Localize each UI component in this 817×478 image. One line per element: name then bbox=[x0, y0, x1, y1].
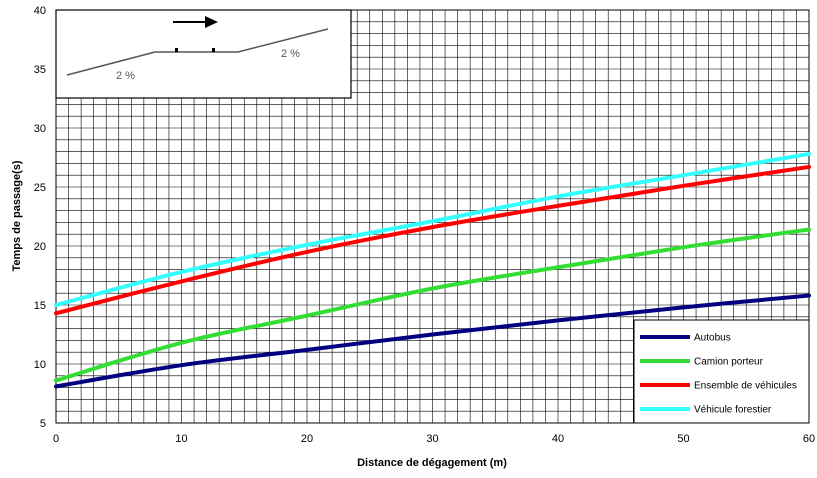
y-tick-label: 20 bbox=[34, 241, 46, 253]
series-layer bbox=[54, 151, 811, 389]
y-tick-label: 30 bbox=[34, 123, 46, 135]
series-line-1 bbox=[54, 293, 811, 389]
legend-items: Autobus Camion porteur Ensemble de véhicul… bbox=[640, 333, 797, 416]
legend: Autobus Camion porteur Ensemble de véhicul… bbox=[633, 319, 810, 424]
x-tick-label: 40 bbox=[552, 433, 564, 445]
series-line-2 bbox=[54, 227, 811, 383]
y-tick-label: 10 bbox=[34, 359, 46, 371]
y-tick-label: 25 bbox=[34, 182, 46, 194]
inset-left-grade: 2 % bbox=[116, 70, 135, 82]
road-profile-line bbox=[66, 28, 329, 76]
inset-box bbox=[55, 9, 352, 99]
x-tick-labels: 0 10 20 30 40 50 60 bbox=[53, 433, 815, 445]
legend-label: Autobus bbox=[694, 333, 731, 344]
series-line-3 bbox=[54, 164, 811, 316]
x-tick-label: 20 bbox=[301, 433, 313, 445]
legend-label: Ensemble de véhicules bbox=[694, 381, 797, 392]
x-tick-label: 60 bbox=[803, 433, 815, 445]
legend-label: Camion porteur bbox=[694, 357, 764, 368]
road-marker-2 bbox=[212, 48, 215, 52]
x-tick-label: 10 bbox=[175, 433, 187, 445]
x-tick-label: 30 bbox=[426, 433, 438, 445]
direction-arrow-icon bbox=[205, 16, 218, 28]
legend-label: Véhicule forestier bbox=[694, 405, 772, 416]
x-tick-label: 50 bbox=[677, 433, 689, 445]
y-tick-label: 15 bbox=[34, 300, 46, 312]
road-profile-inset: 2 % 2 % bbox=[55, 9, 352, 99]
y-tick-label: 40 bbox=[34, 5, 46, 17]
inset-right-grade: 2 % bbox=[281, 48, 300, 60]
x-tick-label: 0 bbox=[53, 433, 59, 445]
y-tick-label: 5 bbox=[40, 418, 46, 430]
road-marker-1 bbox=[175, 48, 178, 52]
series-line-4 bbox=[54, 151, 811, 307]
y-axis-title: Temps de passage(s) bbox=[11, 160, 23, 271]
plot-area-border bbox=[55, 9, 810, 424]
y-tick-labels: 5 10 15 20 25 30 35 40 bbox=[34, 5, 46, 430]
y-tick-label: 35 bbox=[34, 64, 46, 76]
x-axis-title: Distance de dégagement (m) bbox=[357, 457, 507, 469]
